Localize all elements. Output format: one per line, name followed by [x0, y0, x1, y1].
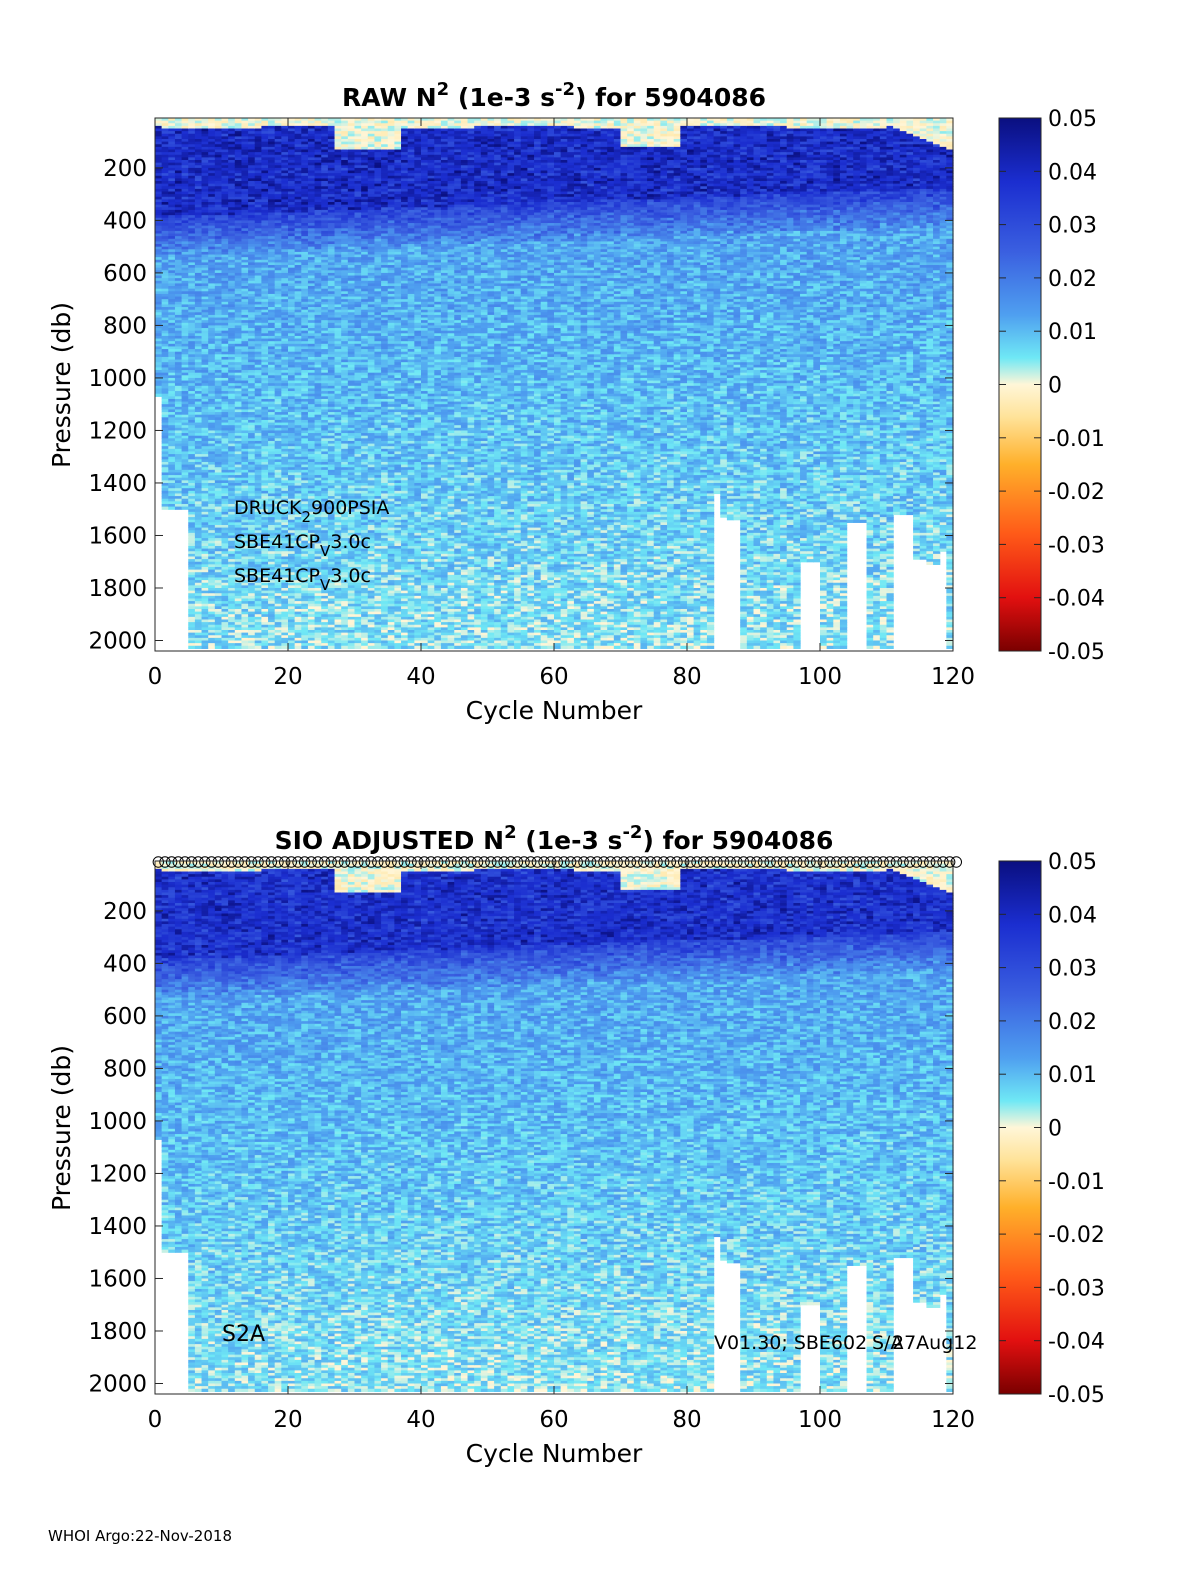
heatmap-cell: [202, 646, 209, 649]
heatmap-cell: [188, 646, 195, 649]
heatmap-cell: [182, 507, 189, 510]
heatmap-cell: [155, 394, 162, 397]
raw-panel: RAW N2 (1e-3 s-2) for 5904086 0 20 40 60 80 1…: [47, 79, 1105, 725]
heatmap-cell: [235, 646, 242, 649]
heatmap-cell: [162, 507, 169, 510]
heatmap-cell: [175, 507, 182, 510]
heatmap-cell: [222, 646, 229, 649]
heatmap-cell: [228, 646, 235, 649]
heatmap-cell: [195, 646, 202, 649]
heatmap-cell: [208, 646, 215, 649]
heatmap-cell: [215, 646, 222, 649]
heatmap-cell: [168, 507, 175, 510]
raw-title: RAW N2 (1e-3 s-2) for 5904086: [342, 79, 766, 112]
